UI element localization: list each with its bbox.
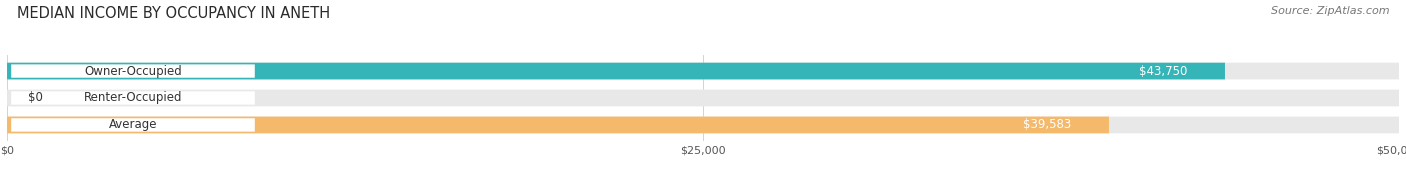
FancyBboxPatch shape xyxy=(7,90,1399,106)
FancyBboxPatch shape xyxy=(7,117,1109,133)
FancyBboxPatch shape xyxy=(11,118,254,132)
Text: $0: $0 xyxy=(28,92,42,104)
Text: $43,750: $43,750 xyxy=(1139,64,1187,78)
Text: Owner-Occupied: Owner-Occupied xyxy=(84,64,181,78)
FancyBboxPatch shape xyxy=(11,64,254,78)
Text: Source: ZipAtlas.com: Source: ZipAtlas.com xyxy=(1271,6,1389,16)
FancyBboxPatch shape xyxy=(7,117,1399,133)
Text: Average: Average xyxy=(108,118,157,132)
FancyBboxPatch shape xyxy=(7,63,1399,79)
Text: $39,583: $39,583 xyxy=(1024,118,1071,132)
FancyBboxPatch shape xyxy=(7,63,1225,79)
Text: MEDIAN INCOME BY OCCUPANCY IN ANETH: MEDIAN INCOME BY OCCUPANCY IN ANETH xyxy=(17,6,330,21)
FancyBboxPatch shape xyxy=(988,118,1107,132)
FancyBboxPatch shape xyxy=(11,91,254,105)
FancyBboxPatch shape xyxy=(1104,64,1222,78)
Text: Renter-Occupied: Renter-Occupied xyxy=(84,92,183,104)
